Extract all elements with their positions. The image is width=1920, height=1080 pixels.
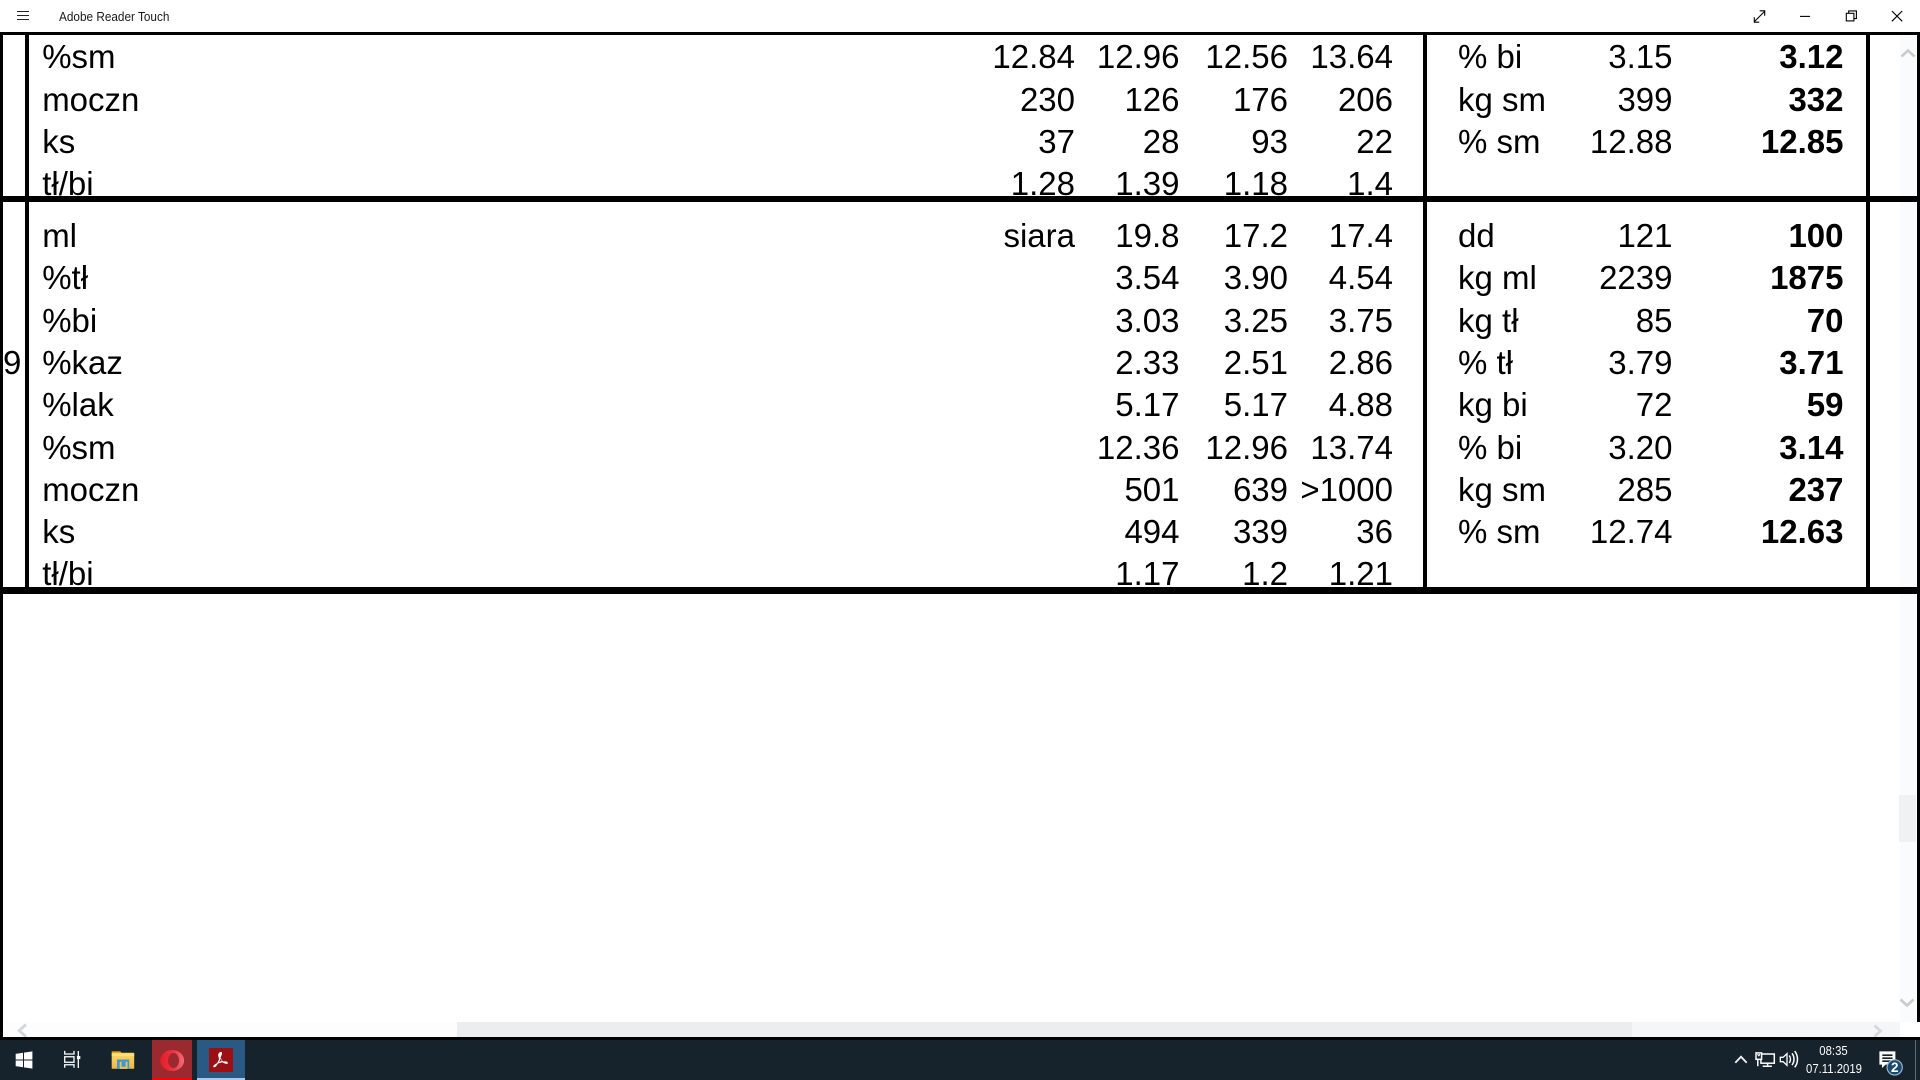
svg-text:2: 2	[1891, 1060, 1899, 1075]
